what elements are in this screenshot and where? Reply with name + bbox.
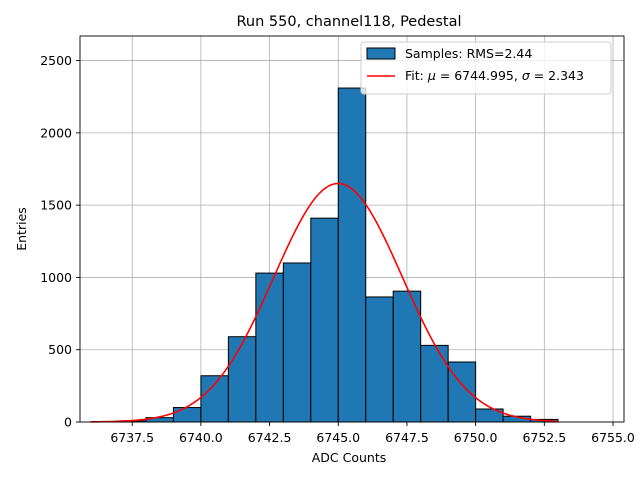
x-tick-label: 6755.0: [591, 430, 635, 445]
x-axis-ticks: 6737.5 6740.0 6742.5 6745.0 6747.5 6750.0 6752…: [110, 422, 635, 445]
x-axis-label: ADC Counts: [312, 450, 387, 465]
x-tick-label: 6750.0: [454, 430, 498, 445]
histogram-bar: [227, 336, 257, 423]
histogram-bar: [392, 290, 422, 423]
histogram-bar: [310, 217, 339, 423]
x-tick-label: 6737.5: [110, 430, 154, 445]
y-tick-label: 0: [64, 415, 72, 430]
chart-title: Run 550, channel118, Pedestal: [236, 14, 461, 30]
legend-swatch-samples: [366, 47, 396, 60]
histogram-bar: [365, 296, 394, 423]
histogram-bar: [200, 375, 229, 423]
y-tick-label: 500: [48, 342, 72, 357]
legend: Samples: RMS=2.44 Fit: μ = 6744.995, σ =…: [360, 41, 612, 95]
x-tick-label: 6752.5: [522, 430, 566, 445]
histogram-bars: [90, 87, 559, 423]
y-tick-label: 1000: [40, 270, 72, 285]
plot-frame: [79, 35, 625, 423]
histogram-bar: [420, 344, 449, 423]
legend-box: [360, 41, 612, 95]
histogram-bar: [337, 87, 367, 423]
legend-label-samples: Samples: RMS=2.44: [405, 46, 532, 61]
histogram-bar: [447, 361, 477, 423]
x-tick-label: 6745.0: [316, 430, 360, 445]
x-tick-label: 6747.5: [385, 430, 429, 445]
y-tick-label: 2000: [40, 125, 72, 140]
y-axis-label: Entries: [14, 207, 29, 251]
x-tick-label: 6740.0: [179, 430, 223, 445]
histogram-bar: [255, 272, 284, 423]
y-tick-label: 2500: [40, 53, 72, 68]
legend-label-fit: Fit: μ = 6744.995, σ = 2.343: [405, 68, 584, 83]
y-axis-ticks: 0 500 1000 1500 2000 2500: [40, 53, 80, 430]
histogram-bar: [282, 262, 312, 423]
x-tick-label: 6742.5: [248, 430, 292, 445]
histogram-bar: [172, 407, 202, 423]
y-tick-label: 1500: [40, 198, 72, 213]
fit-curve: [90, 182, 559, 423]
